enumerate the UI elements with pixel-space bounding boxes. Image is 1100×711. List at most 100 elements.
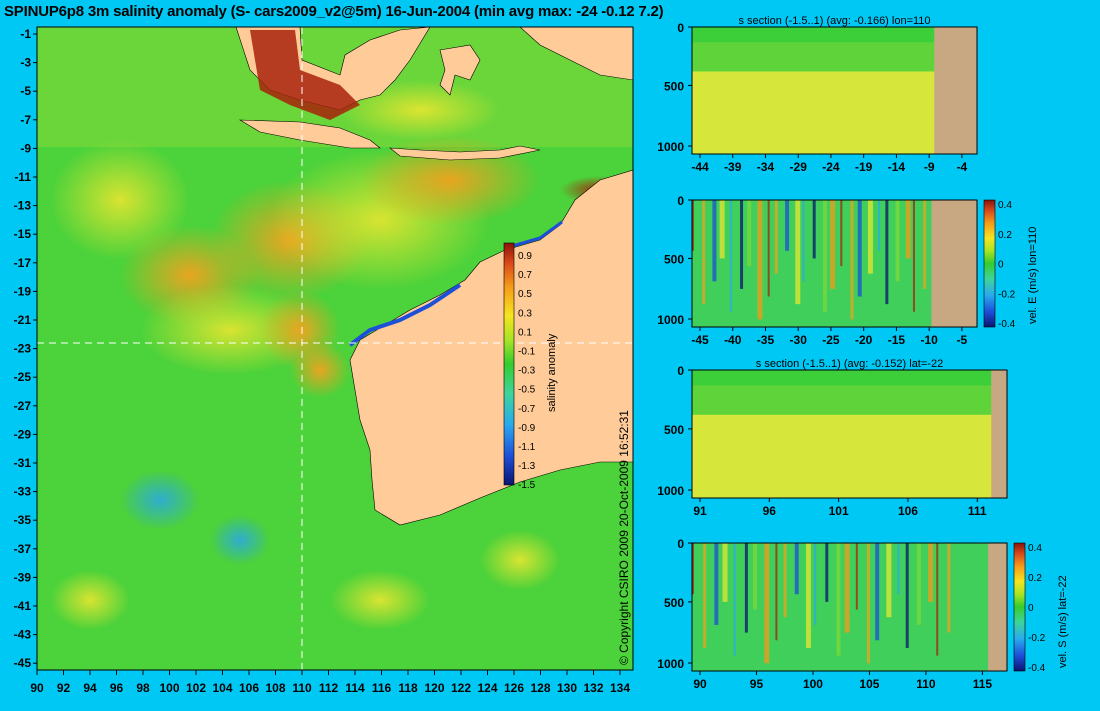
- section-x-tick: -29: [790, 160, 808, 174]
- velocity-colorbar-label: vel. E (m/s) lon=110: [1027, 227, 1039, 324]
- section-x-tick: -25: [822, 333, 840, 347]
- lon-tick-label: 90: [30, 681, 44, 695]
- copyright-text: © Copyright CSIRO 2009 20-Oct-2009 16:52…: [617, 410, 631, 665]
- velocity-colorbar-tick: 0.4: [998, 200, 1012, 211]
- section-x-tick: -39: [724, 160, 742, 174]
- colorbar-tick-label: 0.3: [518, 308, 532, 319]
- lon-tick-label: 102: [186, 681, 206, 695]
- colorbar-tick-label: 0.7: [518, 270, 532, 281]
- section-x-tick: -19: [855, 160, 873, 174]
- lesser-sunda-land: [389, 145, 541, 161]
- colorbar-tick-label: -1.1: [518, 442, 536, 453]
- section-x-tick: -40: [724, 333, 742, 347]
- section-depth-tick: 0: [677, 21, 684, 35]
- colorbar-tick-label: -0.7: [518, 404, 536, 415]
- figure-title: SPINUP6p8 3m salinity anomaly (S- cars20…: [4, 3, 664, 20]
- lat-tick-label: -9: [20, 141, 31, 155]
- colorbar-tick-label: -0.3: [518, 366, 536, 377]
- section-panel-2[interactable]: 0 500 1000 -45 -40 -35 -30 -25 -20 -15 -10 -5 0.4 0.2…: [640, 188, 1100, 368]
- lon-tick-label: 100: [159, 681, 179, 695]
- lat-tick-label: -1: [20, 27, 31, 41]
- lat-tick-label: -29: [14, 427, 32, 441]
- new-guinea-land: [519, 27, 633, 81]
- section-x-tick: -15: [888, 333, 906, 347]
- section-x-tick: 110: [916, 677, 936, 691]
- section-depth-tick: 0: [677, 537, 684, 551]
- section-x-tick: 106: [898, 504, 918, 518]
- section-x-tick: -10: [920, 333, 938, 347]
- section-x-tick: 101: [829, 504, 849, 518]
- section-land: [934, 27, 977, 154]
- section-panel-1[interactable]: s section (-1.5..1) (avg: -0.166) lon=11…: [640, 15, 1100, 195]
- section-land: [931, 200, 977, 327]
- colorbar-tick-label: -0.9: [518, 423, 536, 434]
- section-depth-tick: 1000: [657, 140, 684, 154]
- lon-tick-label: 108: [265, 681, 285, 695]
- section-depth-tick: 500: [664, 596, 684, 610]
- colorbar-tick-label: -0.5: [518, 385, 536, 396]
- lat-tick-label: -15: [14, 227, 32, 241]
- salinity-map[interactable]: -1 -3 -5 -7 -9 -11 -13 -15 -17 -19 -21 -23 -25 -27 -29…: [0, 0, 640, 700]
- section-x-tick: -9: [924, 160, 935, 174]
- lat-tick-label: -3: [20, 56, 31, 70]
- section-depth-tick: 1000: [657, 313, 684, 327]
- lat-tick-label: -25: [14, 370, 32, 384]
- lat-tick-label: -5: [20, 84, 31, 98]
- lon-tick-label: 114: [345, 681, 365, 695]
- velocity-colorbar-tick: 0: [1028, 603, 1034, 614]
- section-x-tick: 91: [693, 504, 707, 518]
- lat-tick-label: -11: [14, 170, 31, 184]
- lat-tick-label: -41: [14, 599, 32, 613]
- velocity-colorbar: [1013, 542, 1026, 672]
- section-x-tick: 111: [968, 504, 987, 518]
- latitude-ticks: -1 -3 -5 -7 -9 -11 -13 -15 -17 -19 -21 -23 -25 -27 -29…: [14, 27, 37, 670]
- colorbar-tick-label: -1.5: [518, 480, 536, 491]
- lon-tick-label: 126: [504, 681, 524, 695]
- colorbar-tick-label: -1.3: [518, 461, 536, 472]
- lon-tick-label: 106: [239, 681, 259, 695]
- section-x-tick: -35: [757, 333, 775, 347]
- section-x-tick: -34: [757, 160, 775, 174]
- velocity-colorbar-tick: -0.2: [1028, 633, 1046, 644]
- section-depth-tick: 500: [664, 79, 684, 93]
- section-x-tick: 90: [693, 677, 707, 691]
- lat-tick-label: -21: [14, 313, 32, 327]
- colorbar-label: salinity anomaly: [546, 333, 558, 412]
- section-x-tick: -30: [790, 333, 808, 347]
- lon-tick-label: 120: [424, 681, 444, 695]
- velocity-colorbar-tick: 0: [998, 260, 1004, 271]
- section-title: s section (-1.5..1) (avg: -0.166) lon=11…: [738, 15, 930, 27]
- section-x-tick: 100: [803, 677, 823, 691]
- lon-tick-label: 128: [530, 681, 550, 695]
- lon-tick-label: 98: [136, 681, 150, 695]
- section-depth-tick: 0: [677, 364, 684, 378]
- section-panel-4[interactable]: 0 500 1000 90 95 100 105 110 115 0.4 0.2 0 -0.2 -0.4 v…: [640, 531, 1100, 711]
- lon-tick-label: 116: [372, 681, 392, 695]
- section-x-tick: 96: [763, 504, 777, 518]
- section-panel-3[interactable]: s section (-1.5..1) (avg: -0.152) lat=-2…: [640, 358, 1100, 538]
- colorbar-tick-label: 0.5: [518, 289, 532, 300]
- section-depth-tick: 0: [677, 194, 684, 208]
- section-depth-tick: 1000: [657, 657, 684, 671]
- lon-tick-label: 124: [477, 681, 497, 695]
- lat-tick-label: -19: [14, 284, 32, 298]
- lat-tick-label: -39: [14, 570, 32, 584]
- java-land: [238, 119, 381, 149]
- section-title: s section (-1.5..1) (avg: -0.152) lat=-2…: [756, 358, 943, 370]
- salinity-colorbar: [503, 242, 515, 486]
- velocity-colorbar-tick: -0.2: [998, 289, 1016, 300]
- section-x-tick: -4: [957, 160, 968, 174]
- lat-tick-label: -45: [14, 656, 32, 670]
- section-x-tick: -44: [691, 160, 709, 174]
- section-land: [991, 370, 1007, 498]
- lat-tick-label: -23: [14, 342, 32, 356]
- lon-tick-label: 112: [319, 681, 339, 695]
- sulawesi-land: [439, 44, 481, 96]
- section-depth-tick: 500: [664, 423, 684, 437]
- lon-tick-label: 110: [292, 681, 312, 695]
- lon-tick-label: 96: [110, 681, 124, 695]
- section-depth-tick: 1000: [657, 484, 684, 498]
- velocity-colorbar-tick: 0.2: [998, 230, 1012, 241]
- section-x-tick: -24: [822, 160, 840, 174]
- lat-tick-label: -27: [14, 399, 32, 413]
